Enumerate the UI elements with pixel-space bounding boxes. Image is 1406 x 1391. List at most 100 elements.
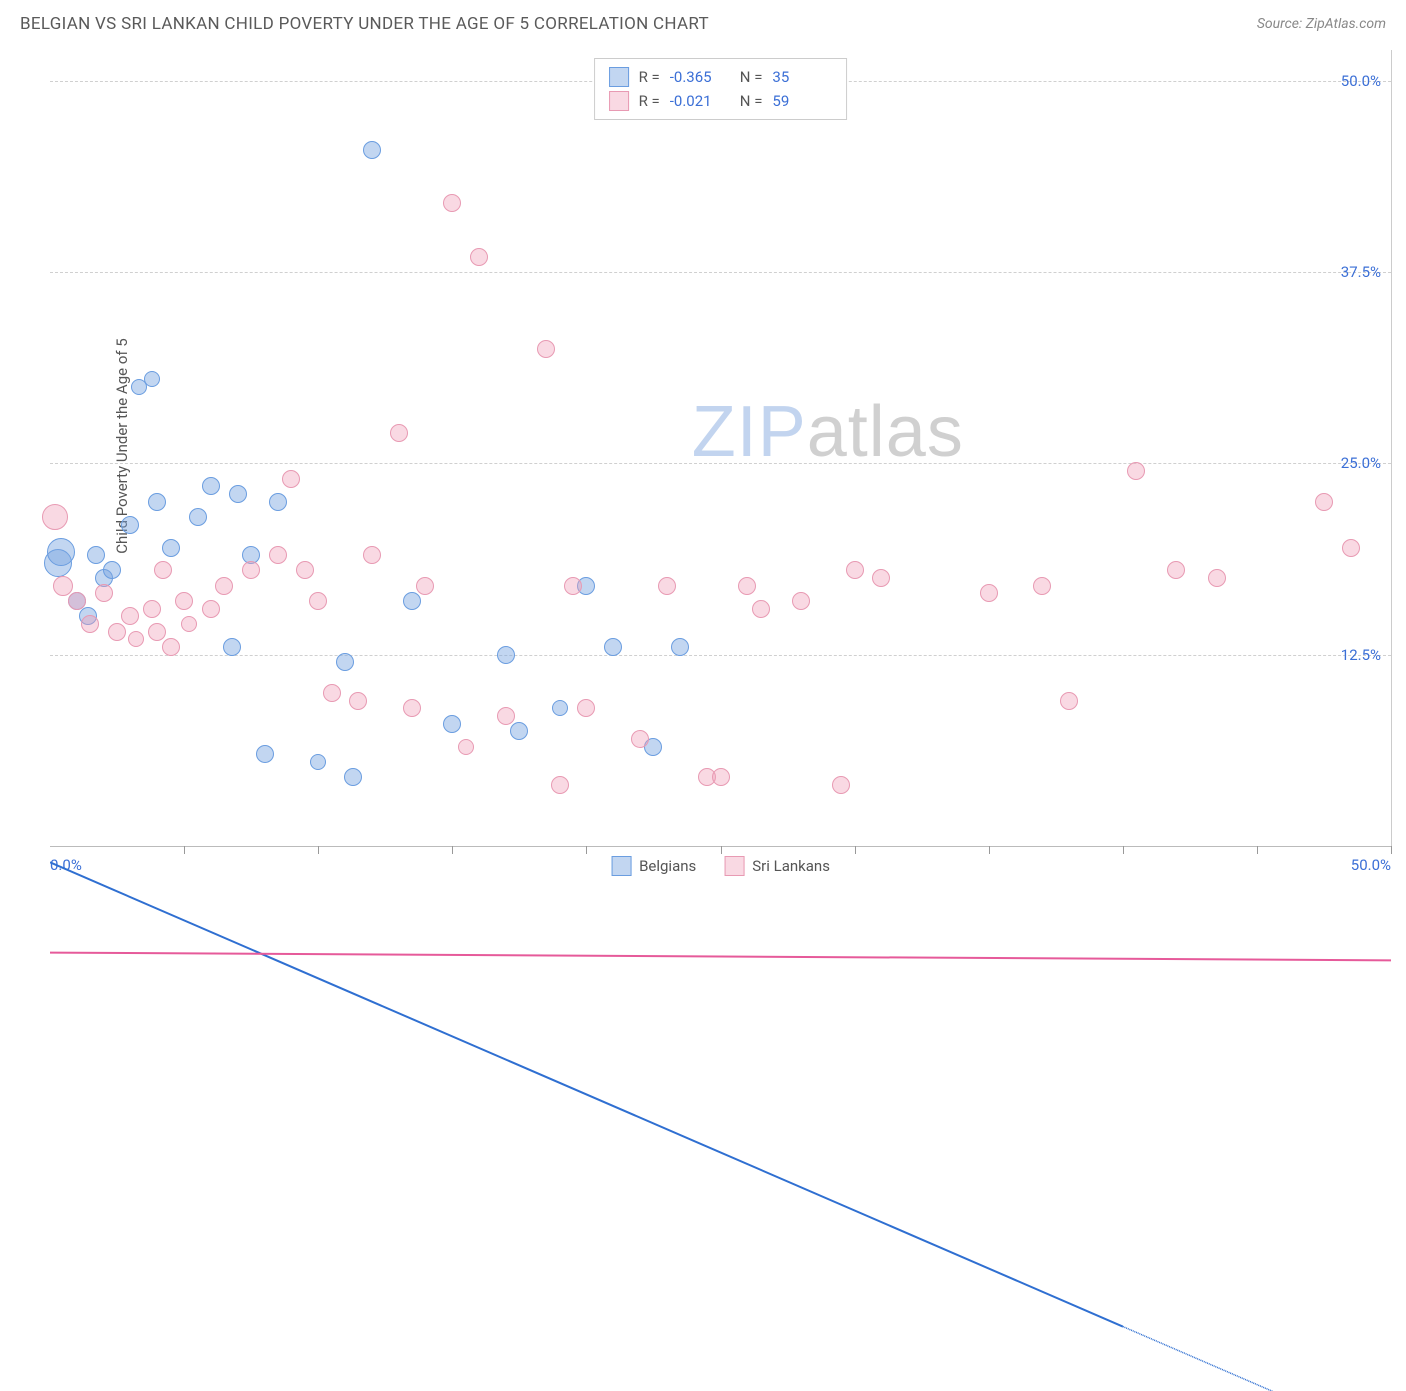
scatter-point: [564, 577, 582, 595]
scatter-point: [282, 470, 300, 488]
scatter-point: [143, 600, 161, 618]
x-tick: [989, 846, 990, 854]
scatter-point: [416, 577, 434, 595]
legend-row-belgians: R = -0.365 N = 35: [609, 65, 833, 89]
scatter-point: [47, 538, 75, 566]
scatter-point: [242, 561, 260, 579]
scatter-point: [403, 699, 421, 717]
scatter-point: [1315, 493, 1333, 511]
scatter-point: [551, 776, 569, 794]
chart-source: Source: ZipAtlas.com: [1257, 16, 1386, 32]
scatter-point: [458, 739, 474, 755]
x-tick: [1257, 846, 1258, 854]
gridline: [50, 463, 1391, 464]
scatter-point: [1342, 539, 1360, 557]
n-value-srilankans: 59: [772, 92, 832, 110]
gridline: [50, 272, 1391, 273]
scatter-point: [128, 631, 144, 647]
scatter-point: [443, 715, 461, 733]
plot-region: ZIPatlas R = -0.365 N = 35 R = -0.021 N …: [50, 50, 1392, 847]
r-value-srilankans: -0.021: [670, 92, 730, 110]
y-tick-label: 50.0%: [1341, 72, 1381, 90]
scatter-point: [121, 516, 139, 534]
scatter-point: [215, 577, 233, 595]
scatter-point: [1033, 577, 1051, 595]
scatter-point: [310, 754, 326, 770]
scatter-point: [497, 646, 515, 664]
scatter-point: [832, 776, 850, 794]
scatter-point: [552, 700, 568, 716]
scatter-point: [1167, 561, 1185, 579]
trend-lines: [50, 50, 1391, 1391]
gridline: [50, 655, 1391, 656]
scatter-point: [712, 768, 730, 786]
scatter-point: [202, 477, 220, 495]
n-value-belgians: 35: [772, 68, 832, 86]
scatter-point: [577, 699, 595, 717]
x-tick: [586, 846, 587, 854]
scatter-point: [202, 600, 220, 618]
scatter-point: [349, 692, 367, 710]
legend-row-srilankans: R = -0.021 N = 59: [609, 89, 833, 113]
scatter-point: [604, 638, 622, 656]
scatter-point: [336, 653, 354, 671]
scatter-point: [470, 248, 488, 266]
scatter-point: [443, 194, 461, 212]
scatter-point: [537, 340, 555, 358]
x-tick: [1123, 846, 1124, 854]
scatter-point: [256, 745, 274, 763]
scatter-point: [148, 493, 166, 511]
scatter-point: [846, 561, 864, 579]
scatter-point: [296, 561, 314, 579]
scatter-point: [175, 592, 193, 610]
x-tick: [452, 846, 453, 854]
scatter-point: [872, 569, 890, 587]
scatter-point: [309, 592, 327, 610]
correlation-legend: R = -0.365 N = 35 R = -0.021 N = 59: [594, 58, 848, 120]
scatter-point: [510, 722, 528, 740]
chart-header: BELGIAN VS SRI LANKAN CHILD POVERTY UNDE…: [0, 0, 1406, 42]
swatch-belgians: [609, 67, 629, 87]
scatter-point: [738, 577, 756, 595]
scatter-point: [95, 584, 113, 602]
scatter-point: [162, 539, 180, 557]
x-tick: [721, 846, 722, 854]
scatter-point: [344, 768, 362, 786]
scatter-point: [181, 616, 197, 632]
x-tick: [184, 846, 185, 854]
scatter-point: [1208, 569, 1226, 587]
swatch-srilankans: [609, 91, 629, 111]
scatter-point: [144, 371, 160, 387]
scatter-point: [189, 508, 207, 526]
x-tick: [855, 846, 856, 854]
y-tick-label: 37.5%: [1341, 263, 1381, 281]
r-value-belgians: -0.365: [670, 68, 730, 86]
scatter-point: [87, 546, 105, 564]
chart-title: BELGIAN VS SRI LANKAN CHILD POVERTY UNDE…: [20, 14, 709, 34]
scatter-point: [42, 504, 68, 530]
scatter-point: [229, 485, 247, 503]
series-legend: Belgians Sri Lankans: [611, 856, 830, 876]
scatter-point: [323, 684, 341, 702]
y-tick-label: 12.5%: [1341, 646, 1381, 664]
scatter-point: [154, 561, 172, 579]
x-tick: [1391, 846, 1392, 854]
scatter-point: [1060, 692, 1078, 710]
scatter-point: [363, 141, 381, 159]
scatter-point: [390, 424, 408, 442]
scatter-point: [108, 623, 126, 641]
watermark: ZIPatlas: [692, 391, 964, 473]
chart-area: ZIPatlas R = -0.365 N = 35 R = -0.021 N …: [50, 50, 1392, 847]
scatter-point: [403, 592, 421, 610]
scatter-point: [658, 577, 676, 595]
x-axis-max-label: 50.0%: [1351, 856, 1391, 874]
scatter-point: [631, 730, 649, 748]
scatter-point: [68, 592, 86, 610]
scatter-point: [223, 638, 241, 656]
scatter-point: [269, 493, 287, 511]
scatter-point: [497, 707, 515, 725]
scatter-point: [148, 623, 166, 641]
scatter-point: [980, 584, 998, 602]
scatter-point: [363, 546, 381, 564]
scatter-point: [671, 638, 689, 656]
